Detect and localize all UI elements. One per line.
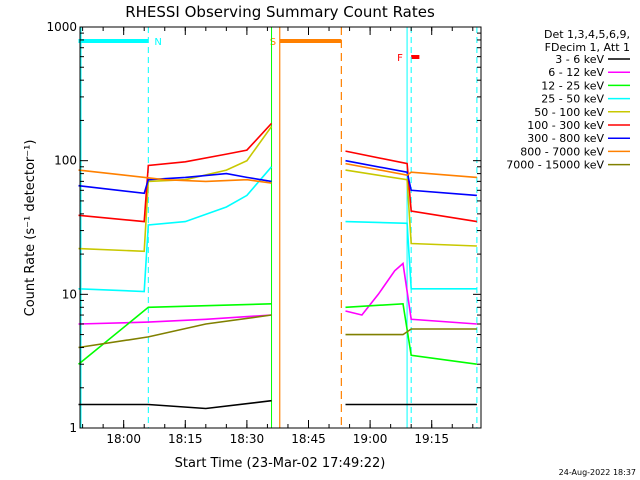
series-line-2: [345, 261, 477, 325]
series-line-9: [345, 328, 477, 336]
flag-label-s: S: [270, 37, 276, 48]
series-line-3: [345, 302, 478, 365]
legend-label: 25 - 50 keV: [541, 93, 604, 106]
series-line-4: [78, 166, 273, 293]
legend-header-line: Det 1,3,4,5,6,9,: [544, 28, 630, 41]
x-tick-label: 18:45: [291, 432, 326, 446]
series-line-6: [78, 122, 273, 223]
legend-label: 50 - 100 keV: [534, 106, 604, 119]
legend-label: 6 - 12 keV: [548, 66, 604, 79]
y-tick-label: 100: [54, 154, 77, 168]
y-tick-label: 1000: [46, 20, 77, 34]
y-tick-label: 1: [69, 421, 77, 435]
legend: Det 1,3,4,5,6,9,FDecim 1, Att 13 - 6 keV…: [506, 28, 630, 172]
plot-area: N S F: [77, 27, 478, 428]
plot-frame: [79, 26, 482, 429]
series-line-4: [345, 220, 477, 290]
legend-label: 3 - 6 keV: [555, 53, 604, 66]
series-line-3: [77, 303, 272, 365]
series-line-7: [78, 172, 272, 195]
y-axis-label: Count Rate (s⁻¹ detector⁻¹): [23, 140, 38, 317]
series-line-5: [78, 126, 273, 253]
legend-header-line: FDecim 1, Att 1: [545, 41, 630, 54]
chart-title: RHESSI Observing Summary Count Rates: [125, 3, 435, 21]
x-axis: 18:00 18:15 18:30 18:45 19:00 19:15: [82, 27, 474, 446]
series-line-8: [345, 162, 477, 179]
series-line-5: [345, 169, 477, 247]
footer-timestamp: 24-Aug-2022 18:37: [559, 468, 636, 477]
series-line-6: [345, 150, 478, 223]
legend-label: 800 - 7000 keV: [520, 145, 604, 158]
y-axis: 1 10 100 1000: [46, 20, 481, 435]
legend-label: 300 - 800 keV: [527, 132, 604, 145]
x-axis-label: Start Time (23-Mar-02 17:49:22): [175, 456, 386, 471]
legend-label: 7000 - 15000 keV: [506, 159, 604, 172]
x-tick-label: 18:30: [230, 432, 265, 446]
x-tick-label: 18:00: [106, 432, 141, 446]
x-tick-label: 19:00: [353, 432, 388, 446]
y-tick-label: 10: [62, 287, 77, 301]
legend-label: 12 - 25 keV: [541, 79, 604, 92]
x-tick-label: 19:15: [414, 432, 449, 446]
series-line-7: [345, 159, 477, 197]
flag-label-f: F: [397, 53, 403, 64]
series-line-8: [78, 169, 272, 184]
series-line-1: [78, 399, 272, 410]
series-line-2: [78, 314, 272, 325]
series-line-9: [78, 314, 272, 349]
flag-label-n: N: [154, 37, 161, 48]
x-tick-label: 18:15: [168, 432, 203, 446]
legend-label: 100 - 300 keV: [527, 119, 604, 132]
